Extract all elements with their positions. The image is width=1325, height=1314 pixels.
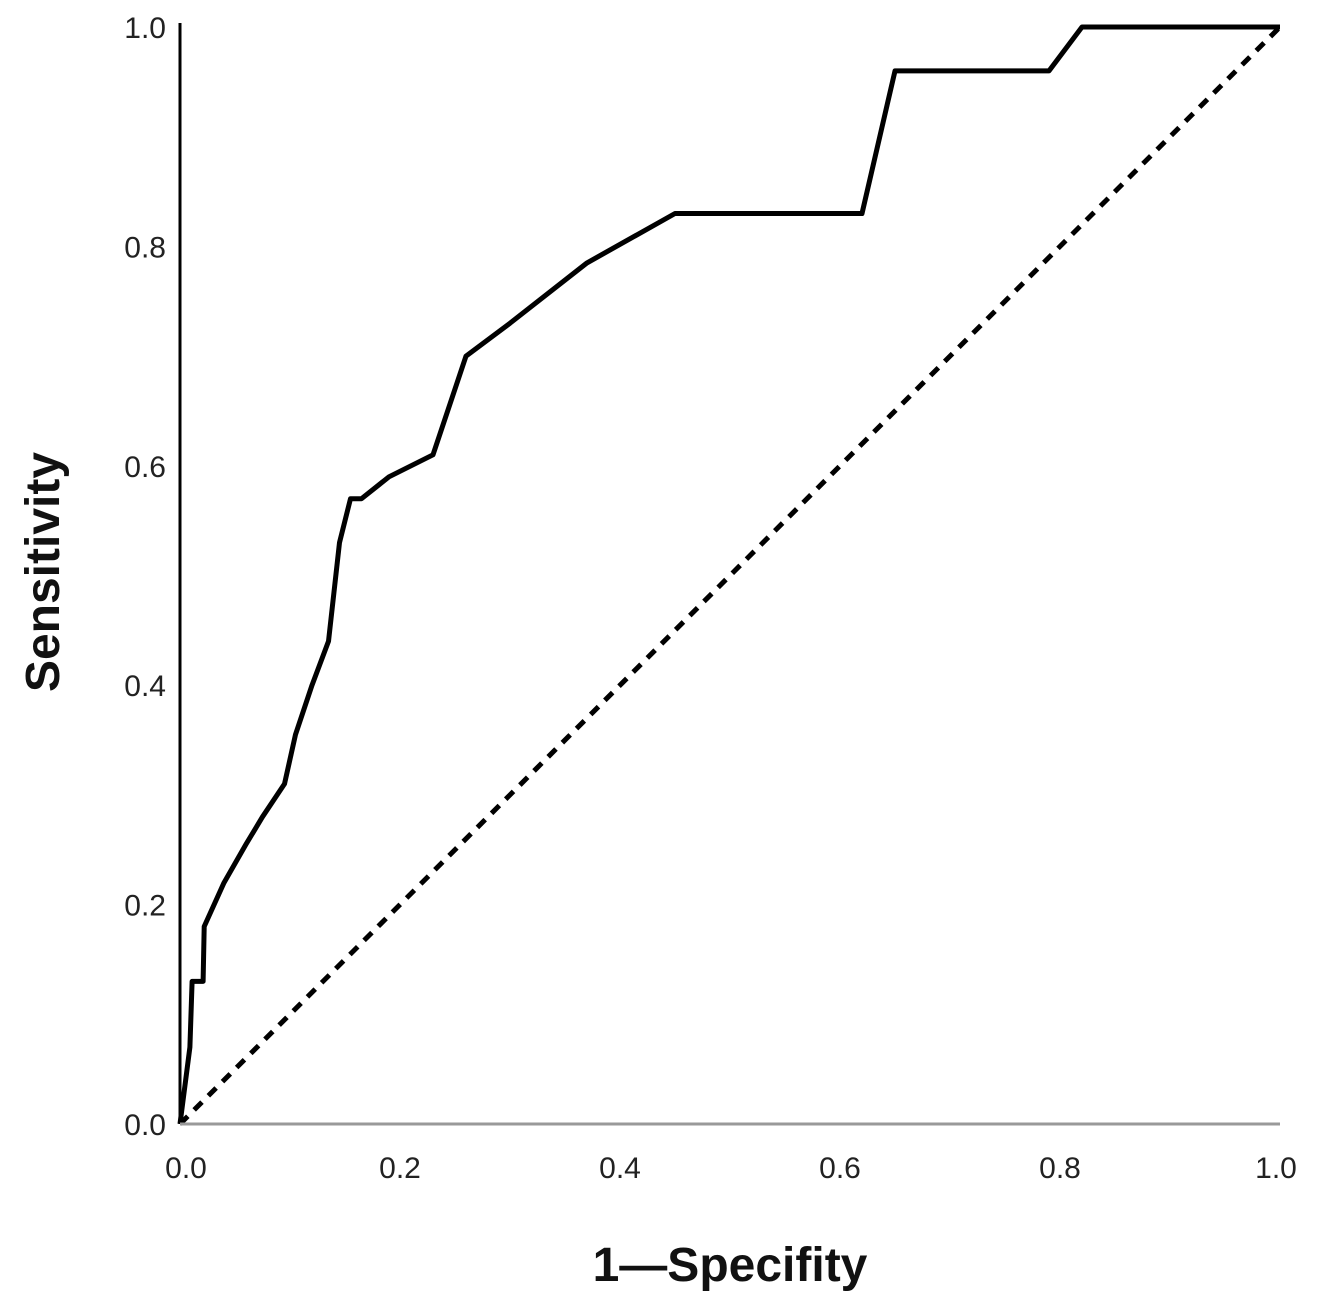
y-tick-label: 0.8 [124, 231, 166, 264]
plot-area [177, 24, 1282, 1126]
x-tick-label: 0.6 [819, 1152, 861, 1185]
x-tick-labels: 0.0 0.2 0.4 0.6 0.8 1.0 [165, 1152, 1297, 1185]
reference-line [178, 25, 1282, 1126]
y-tick-labels: 0.0 0.2 0.4 0.6 0.8 1.0 [124, 12, 166, 1142]
x-tick-label: 1.0 [1255, 1152, 1297, 1185]
y-tick-label: 0.0 [124, 1109, 166, 1142]
y-axis-title: Sensitivity [17, 452, 70, 692]
x-tick-label: 0.0 [165, 1152, 207, 1185]
x-tick-label: 0.2 [379, 1152, 421, 1185]
y-tick-label: 0.6 [124, 451, 166, 484]
x-axis-title: 1—Specifity [593, 1239, 868, 1292]
y-tick-label: 0.2 [124, 890, 166, 923]
x-tick-label: 0.4 [599, 1152, 641, 1185]
y-tick-label: 0.4 [124, 670, 166, 703]
x-tick-label: 0.8 [1039, 1152, 1081, 1185]
y-tick-label: 1.0 [124, 12, 166, 45]
roc-curve [177, 24, 1280, 1125]
